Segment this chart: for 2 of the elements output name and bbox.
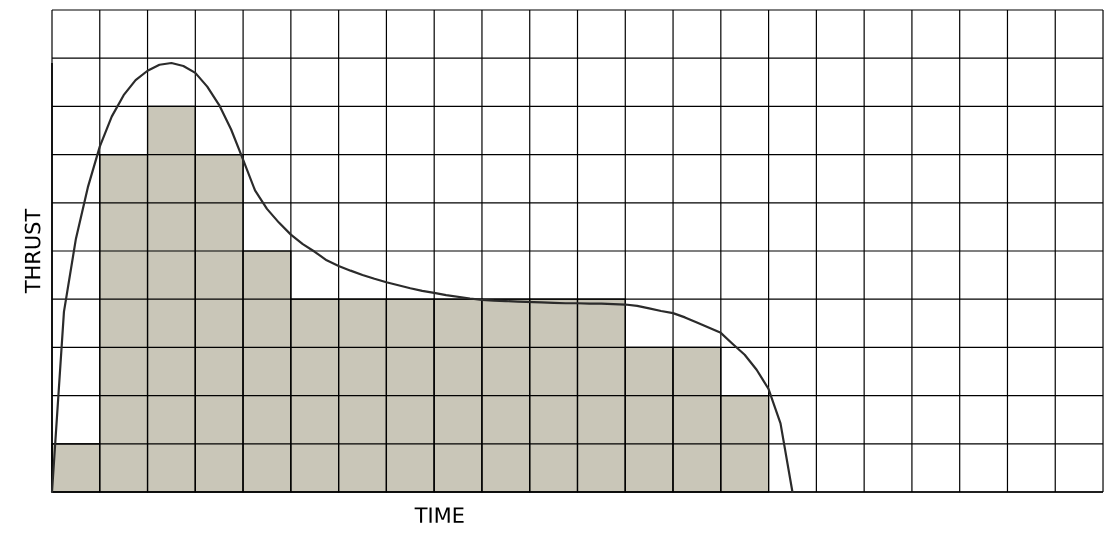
x-axis-title: TIME (414, 507, 464, 523)
y-axis-title: THRUST (24, 208, 41, 294)
